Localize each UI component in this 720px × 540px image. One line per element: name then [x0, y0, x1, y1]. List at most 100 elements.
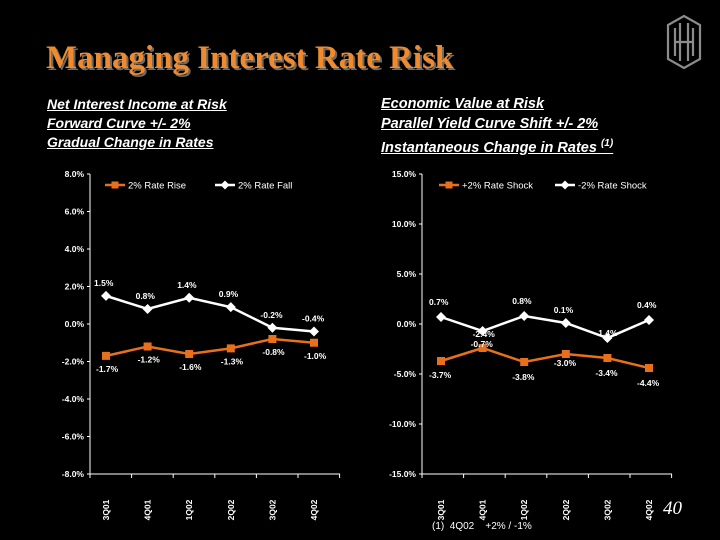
nii-at-risk-heading: Net Interest Income at Risk Forward Curv… [47, 95, 227, 152]
nii-series-1-point [226, 344, 235, 353]
eva-heading-line-3: Instantaneous Change in Rates [381, 139, 597, 156]
nii-series-1-point [268, 335, 277, 343]
eva-series-2-data-label: 0.8% [512, 296, 532, 306]
nii-series-2-data-label: -0.4% [302, 314, 325, 324]
nii-series-1-point [143, 342, 152, 351]
nii-x-tick-label: 4Q01 [143, 499, 153, 520]
nii-x-tick-label: 3Q01 [101, 499, 111, 520]
eva-series-2-data-label: 0.7% [429, 297, 449, 307]
eva-series-2-point [519, 311, 530, 321]
eva-series-line-1 [440, 346, 650, 370]
nii-y-tick-label: -6.0% [62, 432, 85, 442]
nii-y-tick-label: -4.0% [62, 394, 85, 404]
nii-series-1-data-label: -1.2% [138, 355, 161, 365]
eva-series-2-point [436, 312, 446, 322]
eva-x-tick-label: 4Q01 [478, 499, 488, 520]
nii-y-tick-label: 4.0% [65, 244, 85, 254]
eva-series-1-data-label: -4.4% [637, 378, 660, 388]
eva-x-tick-label: 4Q02 [644, 499, 654, 520]
nii-series-1-data-label: -1.6% [179, 362, 202, 372]
eva-legend-marker [560, 180, 570, 190]
eva-y-tick-label: -15.0% [389, 469, 416, 479]
eva-legend-label: +2% Rate Shock [462, 181, 533, 192]
eva-x-tick-label: 3Q01 [436, 499, 446, 520]
nii-legend-label: 2% Rate Rise [128, 181, 186, 192]
eva-series-2-point [560, 318, 571, 328]
eva-series-1-data-label: -3.8% [512, 372, 535, 382]
nii-series-1-data-label: -0.8% [262, 347, 285, 357]
eva-series-2-data-label: 0.1% [554, 305, 574, 315]
nii-y-tick-label: -2.0% [62, 357, 85, 367]
nii-series-1-point [310, 338, 318, 347]
nii-legend-label: 2% Rate Fall [238, 181, 292, 192]
nii-series-1-point [185, 350, 194, 358]
eva-y-tick-label: 0.0% [397, 319, 417, 329]
eva-y-tick-label: 10.0% [392, 219, 417, 229]
nii-y-tick-label: 2.0% [65, 282, 85, 292]
nii-x-tick-label: 4Q02 [309, 499, 319, 520]
eva-legend-marker [445, 181, 453, 189]
nii-series-2-point [225, 302, 236, 313]
eva-heading-footnote-ref: (1) [600, 138, 614, 149]
nii-series-line-1 [105, 337, 315, 358]
nii-series-2-data-label: 1.4% [177, 280, 197, 290]
eva-series-line-2 [440, 314, 650, 340]
eva-series-1-data-label: -3.0% [554, 358, 577, 368]
eva-series-2-point [602, 333, 613, 343]
eva-y-tick-label: -10.0% [389, 419, 416, 429]
eva-series-2-data-label: -1.4% [595, 328, 618, 338]
eva-x-tick-label: 2Q02 [561, 499, 571, 520]
eva-heading-line-1: Economic Value at Risk [381, 96, 545, 112]
eva-legend-label: -2% Rate Shock [578, 181, 647, 192]
nii-series-2-point [309, 326, 319, 337]
eva-series-1-point [561, 350, 570, 358]
eva-series-1-point [437, 357, 445, 365]
nii-y-tick-label: 6.0% [65, 207, 85, 217]
nii-series-2-data-label: 0.8% [136, 291, 156, 301]
nii-series-1-data-label: -1.7% [96, 364, 119, 374]
nii-series-2-point [142, 304, 153, 314]
eva-series-1-point [520, 358, 529, 366]
nii-legend-marker [220, 180, 230, 190]
eva-series-2-point [477, 326, 488, 336]
nii-legend-marker [111, 181, 119, 189]
nii-series-2-point [184, 292, 195, 303]
nii-heading-line-2: Forward Curve +/- 2% [47, 115, 191, 131]
eva-series-1-data-label: -3.7% [429, 370, 452, 380]
nii-series-1-data-label: -1.0% [304, 351, 327, 361]
eva-series-1-point [478, 344, 487, 352]
nii-x-tick-label: 2Q02 [226, 499, 236, 520]
nii-series-1-point [102, 351, 110, 360]
nii-x-tick-label: 3Q02 [267, 499, 277, 520]
footnote: (1) 4Q02 +2% / -1% [432, 521, 532, 532]
nii-y-tick-label: -8.0% [62, 469, 85, 479]
eva-series-1-point [645, 364, 653, 372]
nii-heading-line-1: Net Interest Income at Risk [47, 96, 227, 112]
nii-series-1-data-label: -1.3% [221, 356, 244, 366]
eva-series-2-data-label: 0.4% [637, 300, 657, 310]
nii-series-2-point [101, 290, 111, 301]
page-number: 40 [663, 498, 682, 519]
nii-series-line-2 [105, 294, 315, 333]
nii-series-2-data-label: -0.2% [260, 310, 283, 320]
eva-series-2-point [644, 315, 654, 325]
eva-y-tick-label: -5.0% [394, 369, 417, 379]
nii-heading-line-3: Gradual Change in Rates [47, 134, 214, 150]
nii-series-2-data-label: 1.5% [94, 278, 114, 288]
nii-y-tick-label: 8.0% [65, 169, 85, 179]
bank-monogram-logo [666, 14, 702, 70]
nii-y-tick-label: 0.0% [65, 319, 85, 329]
eva-series-1-point [603, 354, 612, 362]
eva-x-tick-label: 3Q02 [602, 499, 612, 520]
nii-series-2-data-label: 0.9% [219, 289, 239, 299]
eva-y-tick-label: 5.0% [397, 269, 417, 279]
eva-y-tick-label: 15.0% [392, 169, 417, 179]
eva-at-risk-heading: Economic Value at Risk Parallel Yield Cu… [381, 94, 613, 158]
eva-heading-line-2: Parallel Yield Curve Shift +/- 2% [381, 116, 599, 132]
eva-series-2-data-label: -0.7% [471, 339, 494, 349]
eva-series-1-data-label: -3.4% [595, 368, 618, 378]
eva-x-tick-label: 1Q02 [519, 499, 529, 520]
nii-series-2-point [267, 322, 278, 333]
